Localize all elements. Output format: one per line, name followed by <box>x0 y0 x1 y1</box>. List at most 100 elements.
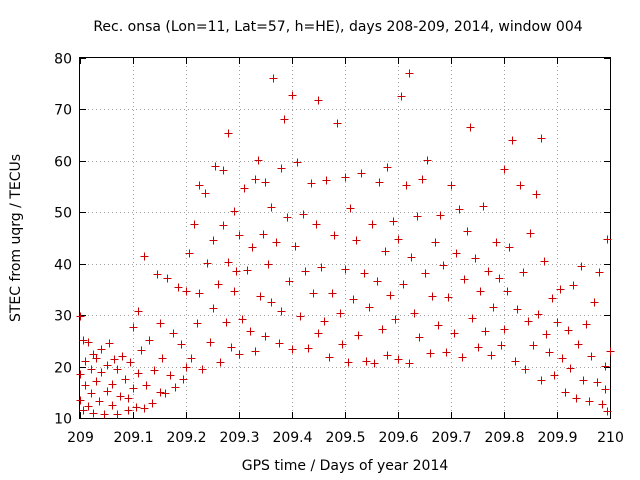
data-point <box>320 317 329 326</box>
data-point <box>232 267 241 276</box>
data-point <box>370 359 379 368</box>
data-point <box>590 298 599 307</box>
data-point <box>277 164 286 173</box>
data-point <box>198 365 207 374</box>
data-point <box>243 266 252 275</box>
x-tick-label: 209.7 <box>431 430 471 446</box>
data-point <box>322 176 331 185</box>
data-point <box>338 340 347 349</box>
data-point <box>169 329 178 338</box>
data-point <box>177 340 186 349</box>
data-point <box>190 220 199 229</box>
data-point <box>230 287 239 296</box>
data-point <box>585 397 594 406</box>
data-point <box>110 355 119 364</box>
data-point <box>219 221 228 230</box>
grid <box>80 58 610 418</box>
data-point <box>553 318 562 327</box>
data-point <box>76 396 85 405</box>
data-point <box>256 292 265 301</box>
data-point <box>251 175 260 184</box>
data-point <box>418 175 427 184</box>
x-tick-label: 209.5 <box>325 430 365 446</box>
data-point <box>601 362 610 371</box>
data-point <box>108 401 117 410</box>
data-point <box>267 298 276 307</box>
data-point <box>211 162 220 171</box>
data-point <box>129 323 138 332</box>
data-point <box>203 259 212 268</box>
data-point <box>103 361 112 370</box>
data-point <box>103 387 112 396</box>
data-point <box>195 289 204 298</box>
plot-frame <box>79 57 611 419</box>
data-point <box>503 287 512 296</box>
data-point <box>352 236 361 245</box>
data-point <box>466 123 475 132</box>
data-point <box>603 235 612 244</box>
data-point <box>505 243 514 252</box>
data-point <box>209 304 218 313</box>
x-tick-label: 209.1 <box>113 430 153 446</box>
data-point <box>487 351 496 360</box>
data-point <box>84 402 93 411</box>
data-point <box>460 275 469 284</box>
data-point <box>426 349 435 358</box>
data-point <box>399 280 408 289</box>
data-point <box>124 406 133 415</box>
data-point <box>238 315 247 324</box>
data-point <box>606 347 615 356</box>
data-point <box>484 267 493 276</box>
data-point <box>267 203 276 212</box>
data-point <box>452 249 461 258</box>
data-point <box>97 345 106 354</box>
data-point <box>474 343 483 352</box>
data-point <box>601 385 610 394</box>
data-point <box>542 330 551 339</box>
data-point <box>511 357 520 366</box>
data-point <box>579 376 588 385</box>
data-point <box>240 184 249 193</box>
data-point <box>76 370 85 379</box>
data-point <box>405 69 414 78</box>
data-point <box>521 365 530 374</box>
data-point <box>497 341 506 350</box>
data-point <box>333 119 342 128</box>
data-point <box>500 165 509 174</box>
data-point <box>603 407 612 416</box>
data-point <box>577 262 586 271</box>
data-point <box>214 280 223 289</box>
data-point <box>121 375 130 384</box>
data-point <box>481 327 490 336</box>
data-point <box>500 325 509 334</box>
data-point <box>436 211 445 220</box>
data-point <box>134 369 143 378</box>
data-point <box>492 238 501 247</box>
data-point <box>246 327 255 336</box>
data-point <box>566 364 575 373</box>
x-tick-label: 209.2 <box>166 430 206 446</box>
data-point <box>277 307 286 316</box>
data-point <box>450 329 459 338</box>
chart-title: Rec. onsa (Lon=11, Lat=57, h=HE), days 2… <box>93 19 582 35</box>
data-point <box>89 409 98 418</box>
data-point <box>587 352 596 361</box>
data-point <box>524 317 533 326</box>
data-point <box>489 303 498 312</box>
data-point <box>235 231 244 240</box>
x-tick-label: 209.8 <box>484 430 524 446</box>
data-point <box>307 179 316 188</box>
data-point <box>272 238 281 247</box>
data-point <box>463 227 472 236</box>
data-point <box>291 242 300 251</box>
data-points <box>76 69 615 419</box>
data-point <box>79 406 88 415</box>
data-point <box>182 287 191 296</box>
data-point <box>275 339 284 348</box>
data-point <box>153 270 162 279</box>
data-point <box>314 96 323 105</box>
data-point <box>444 293 453 302</box>
data-point <box>309 289 318 298</box>
y-tick-label: 50 <box>54 206 72 222</box>
data-point <box>582 320 591 329</box>
